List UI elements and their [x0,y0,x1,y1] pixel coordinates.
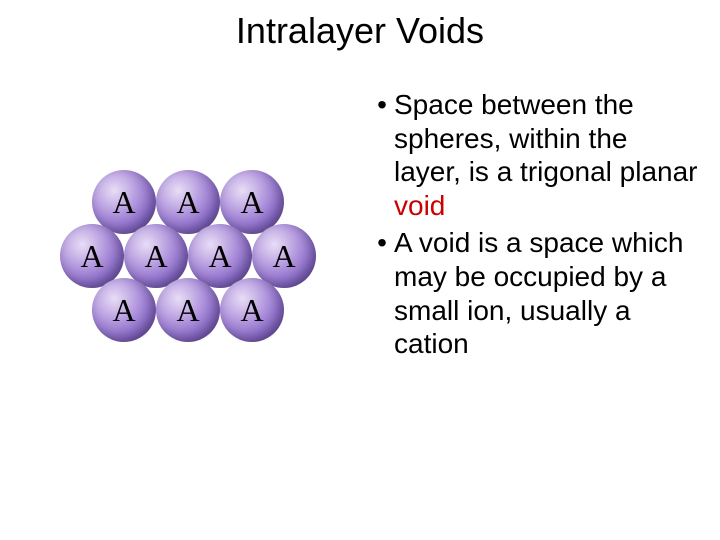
bullet-list: • Space between the spheres, within the … [370,88,700,365]
sphere: A [220,278,284,342]
bullet-text: Space between the spheres, within the la… [394,88,700,222]
highlight-word: void [394,190,445,221]
sphere-label: A [240,184,263,221]
bullet-dot-icon: • [370,226,394,260]
sphere: A [92,278,156,342]
sphere: A [156,278,220,342]
bullet-text: A void is a space which may be occupied … [394,226,700,360]
bullet-item: • Space between the spheres, within the … [370,88,700,222]
sphere-label: A [176,292,199,329]
bullet-dot-icon: • [370,88,394,122]
sphere-label: A [112,184,135,221]
sphere-label: A [144,238,167,275]
sphere-label: A [272,238,295,275]
sphere-diagram: AAAAAAAAAA [60,170,330,370]
sphere-label: A [112,292,135,329]
sphere-label: A [240,292,263,329]
page-title: Intralayer Voids [0,10,720,52]
sphere-label: A [176,184,199,221]
sphere-label: A [208,238,231,275]
sphere-label: A [80,238,103,275]
sphere: A [252,224,316,288]
bullet-item: • A void is a space which may be occupie… [370,226,700,360]
